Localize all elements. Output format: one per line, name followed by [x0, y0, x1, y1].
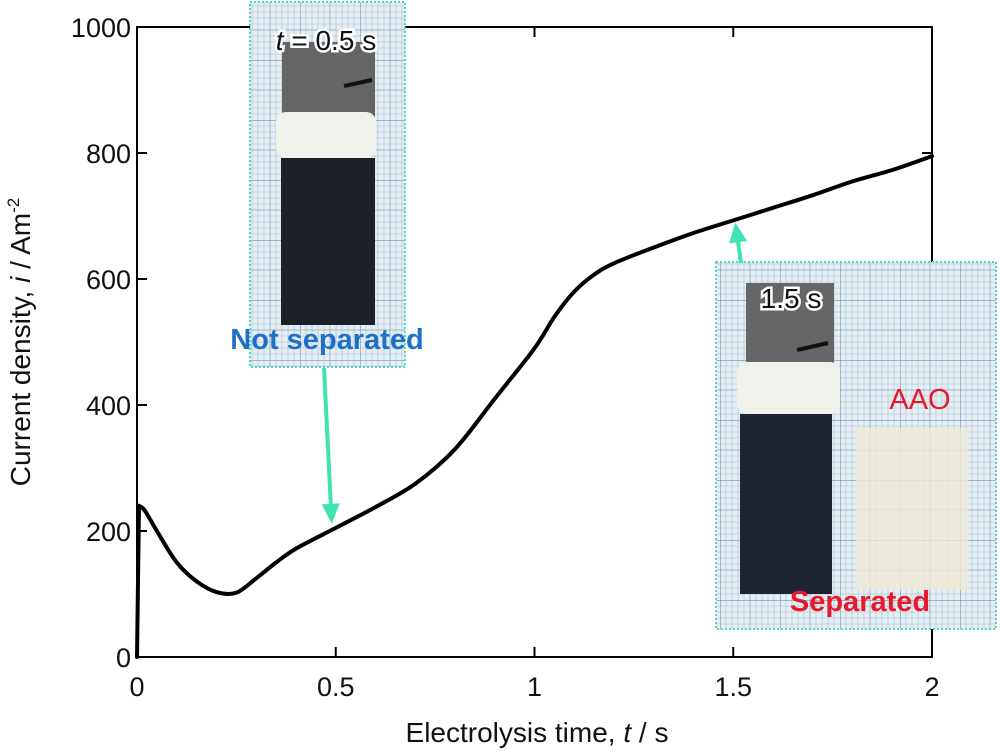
sealant-band	[737, 362, 840, 414]
inset-separated: AAO Separated	[715, 261, 997, 630]
x-tick-label: 0.5	[317, 672, 355, 702]
y-tick-label: 800	[86, 139, 131, 169]
current-density-line	[135, 154, 934, 659]
y-tick-label: 0	[116, 643, 131, 673]
inset-not-separated: Not separated	[230, 1, 424, 368]
label-aao: AAO	[889, 384, 950, 416]
electrode-top-photo	[282, 42, 375, 118]
arrow-separated	[729, 222, 747, 264]
caption-not-separated: Not separated	[230, 324, 423, 356]
y-ticks: 0 200 400 600 800 1000	[71, 13, 932, 673]
aao-film-photo	[281, 158, 375, 325]
inset-time-label-1: t = 0.5 s	[276, 25, 376, 56]
electrode-top-photo	[746, 283, 834, 368]
electrode-photo	[740, 414, 832, 594]
x-tick-label: 1.5	[714, 672, 752, 702]
electrode-mark	[796, 341, 829, 352]
x-tick-label: 1	[527, 672, 542, 702]
arrow-not-separated	[321, 367, 340, 524]
inset-time-label-2: 1.5 s	[761, 283, 822, 314]
y-tick-label: 200	[86, 517, 131, 547]
y-tick-label: 1000	[71, 13, 131, 43]
y-tick-label: 400	[86, 391, 131, 421]
x-ticks: 0 0.5 1 1.5 2	[129, 27, 940, 702]
sealant-band	[276, 112, 376, 158]
electrode-mark	[343, 78, 373, 88]
aao-film-photo	[856, 428, 968, 590]
x-tick-label: 2	[924, 672, 939, 702]
y-axis-title: Current density, i / Am-2	[4, 198, 36, 487]
x-axis-title: Electrolysis time, t / s	[406, 717, 669, 748]
caption-separated: Separated	[790, 586, 930, 618]
x-tick-label: 0	[129, 672, 144, 702]
y-tick-label: 600	[86, 265, 131, 295]
